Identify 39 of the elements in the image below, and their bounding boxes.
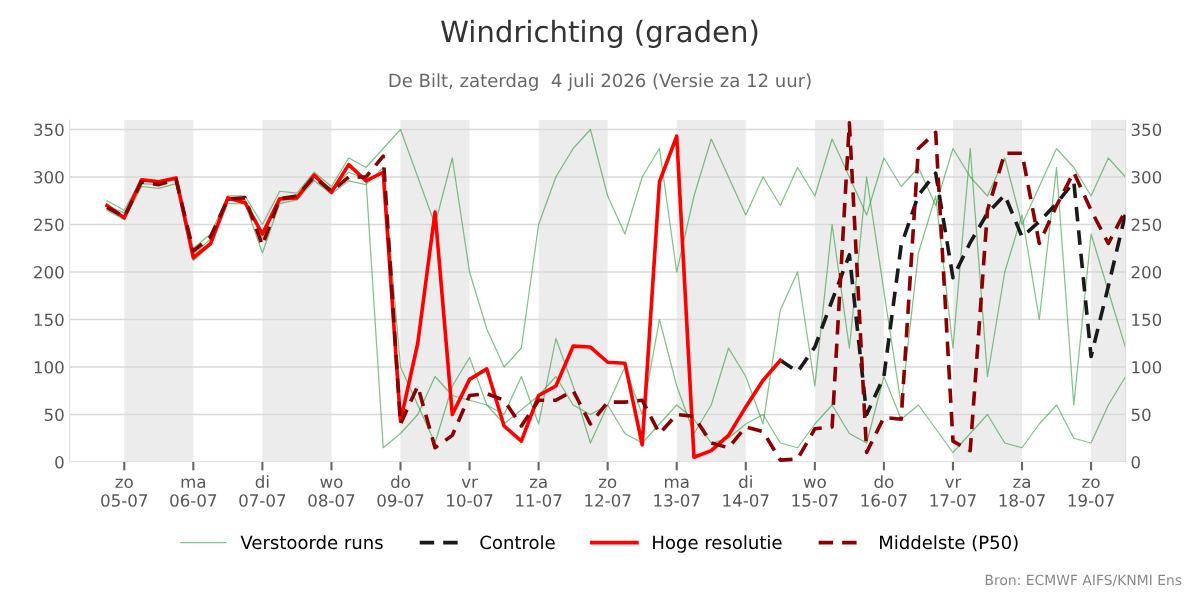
x-tick-label: za 11-07 — [516, 478, 562, 507]
x-tick-label: di 07-07 — [239, 475, 286, 507]
x-tick-label: zo 05-07 — [101, 478, 148, 507]
x-tick-label: za 18-07 — [999, 478, 1045, 507]
chart-title: Windrichting (graden) — [441, 19, 758, 49]
x-tick-label: vr 17-07 — [930, 478, 976, 507]
x-tick-label: zo 19-07 — [1068, 478, 1114, 507]
chart-subtitle: De Bilt, zaterdag 4 juli 2026 (Versie za 12 uur) — [389, 73, 811, 91]
legend-label: Verstoorde runs — [240, 535, 383, 550]
y2-tick-label: 250 — [1131, 218, 1162, 232]
y2-tick-label: 100 — [1132, 360, 1162, 374]
y2-tick-label: 350 — [1131, 123, 1162, 137]
x-tick-label: wo 08-07 — [308, 478, 355, 507]
text: Bron: ECMWF AIFS/KNMI Ens — [985, 574, 1182, 587]
y2-tick-label: 150 — [1132, 313, 1162, 327]
y-tick-label: 250 — [34, 218, 64, 232]
legend-label: Hoge resolutie — [653, 535, 782, 553]
x-tick-label: ma 06-07 — [170, 478, 217, 507]
x-tick-label: vr 10-07 — [447, 478, 493, 507]
y-tick-label: 0 — [55, 455, 64, 469]
y-tick-label: 150 — [34, 313, 64, 327]
y-tick-label: 350 — [34, 123, 64, 137]
x-tick-label: do 16-07 — [861, 475, 907, 507]
y2-tick-label: 50 — [1131, 408, 1151, 422]
x-tick-label: wo 15-07 — [792, 478, 838, 507]
legend-label: Controle — [480, 535, 555, 550]
y2-tick-label: 0 — [1131, 455, 1140, 469]
y-tick-label: 100 — [34, 360, 64, 374]
legend-label: Middelste (P50) — [880, 535, 1018, 552]
x-tick-label: zo 12-07 — [585, 478, 631, 507]
x-tick-label: ma 13-07 — [654, 478, 700, 507]
y-tick-label: 300 — [34, 170, 64, 184]
x-tick-label: do 09-07 — [377, 475, 424, 507]
y2-tick-label: 200 — [1131, 265, 1162, 279]
line-series — [778, 171, 1126, 417]
y2-tick-label: 300 — [1131, 170, 1162, 184]
y-tick-label: 50 — [44, 408, 64, 422]
x-tick-label: di 14-07 — [723, 475, 769, 507]
y-tick-label: 200 — [34, 265, 64, 279]
